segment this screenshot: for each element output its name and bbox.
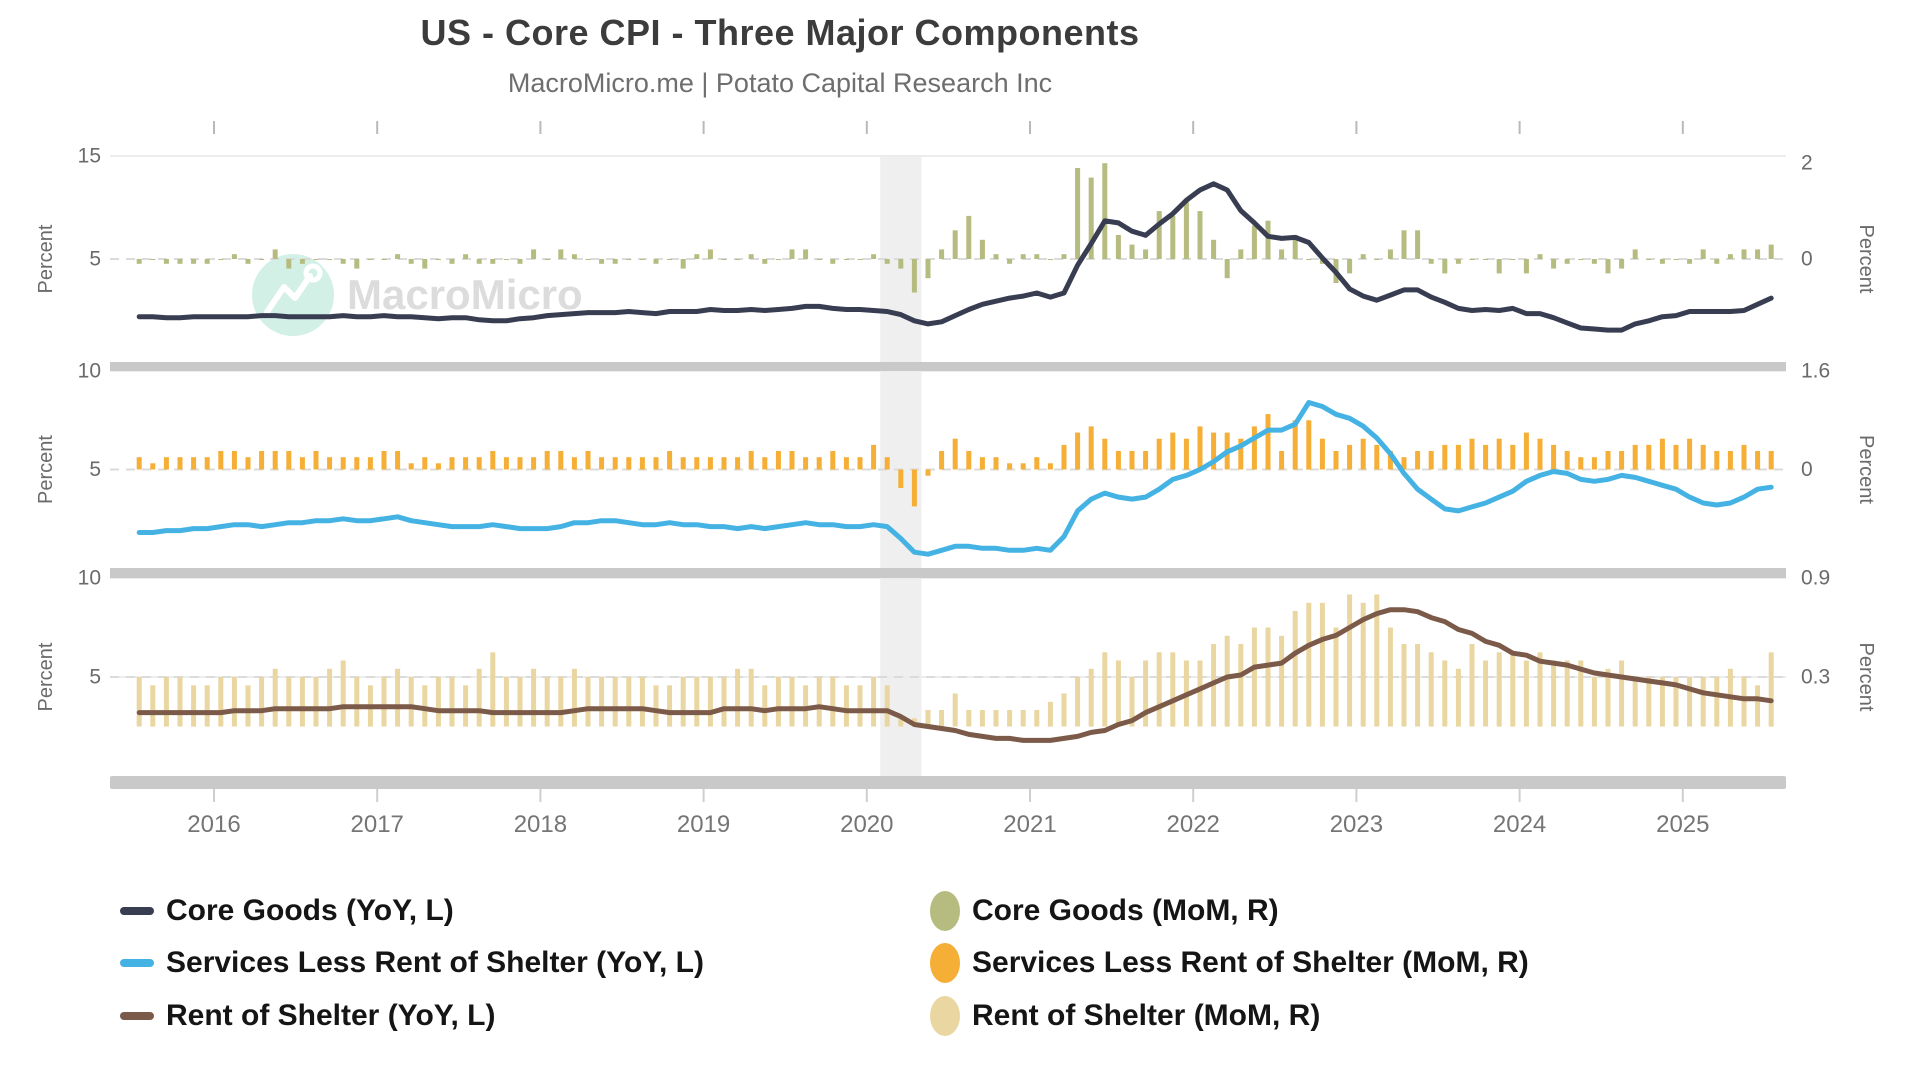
svg-text:2021: 2021 <box>1003 811 1056 838</box>
rent-dot-swatch <box>930 996 960 1036</box>
panel-3-line <box>136 607 1774 743</box>
panel-2-line <box>136 400 1774 557</box>
svg-text:0.3: 0.3 <box>1801 666 1830 689</box>
svg-text:0.9: 0.9 <box>1801 567 1830 590</box>
svg-text:Percent: Percent <box>1855 435 1877 504</box>
svg-text:2016: 2016 <box>187 811 240 838</box>
legend-label: Core Goods (MoM, R) <box>972 894 1279 927</box>
svg-text:MacroMicro: MacroMicro <box>347 271 583 318</box>
legend-item-services-yoy[interactable]: Services Less Rent of Shelter (YoY, L) <box>120 941 704 985</box>
svg-text:2023: 2023 <box>1330 811 1383 838</box>
chart-subtitle: MacroMicro.me | Potato Capital Research … <box>507 68 1053 98</box>
core-goods-dot-swatch <box>930 891 960 931</box>
panel-divider-2 <box>110 568 1786 578</box>
legend-label: Rent of Shelter (YoY, L) <box>166 999 496 1032</box>
svg-text:2018: 2018 <box>514 811 567 838</box>
svg-text:15: 15 <box>78 145 101 168</box>
panel-2-bars <box>136 414 1774 507</box>
svg-text:Percent: Percent <box>35 642 57 711</box>
legend-item-core-goods-yoy[interactable]: Core Goods (YoY, L) <box>120 889 454 933</box>
services-dot-swatch <box>930 943 960 983</box>
legend-label: Services Less Rent of Shelter (YoY, L) <box>166 946 704 979</box>
chart-title: US - Core CPI - Three Major Components <box>420 12 1140 53</box>
legend-item-core-goods-mom[interactable]: Core Goods (MoM, R) <box>930 889 1279 933</box>
svg-text:1.6: 1.6 <box>1801 360 1830 383</box>
legend-label: Core Goods (YoY, L) <box>166 894 454 927</box>
legend-label: Rent of Shelter (MoM, R) <box>972 999 1321 1032</box>
chart-header: US - Core CPI - Three Major Components M… <box>0 12 1560 99</box>
svg-text:2: 2 <box>1801 152 1813 175</box>
svg-text:Percent: Percent <box>35 224 57 293</box>
svg-text:5: 5 <box>89 666 101 689</box>
svg-text:10: 10 <box>78 360 101 383</box>
core-goods-line-swatch <box>120 907 154 915</box>
svg-text:2024: 2024 <box>1493 811 1546 838</box>
svg-text:2019: 2019 <box>677 811 730 838</box>
bottom-scrollbar[interactable] <box>110 776 1786 789</box>
svg-text:Percent: Percent <box>1855 225 1877 294</box>
svg-text:2020: 2020 <box>840 811 893 838</box>
legend-item-rent-mom[interactable]: Rent of Shelter (MoM, R) <box>930 994 1320 1038</box>
svg-text:5: 5 <box>89 248 101 271</box>
svg-text:Percent: Percent <box>35 435 57 504</box>
legend-item-services-mom[interactable]: Services Less Rent of Shelter (MoM, R) <box>930 941 1529 985</box>
svg-text:0: 0 <box>1801 458 1813 481</box>
panel-3-bars <box>136 594 1774 727</box>
svg-text:2022: 2022 <box>1167 811 1220 838</box>
panel-1-line <box>136 181 1774 333</box>
legend-item-rent-yoy[interactable]: Rent of Shelter (YoY, L) <box>120 994 495 1038</box>
svg-text:2017: 2017 <box>351 811 404 838</box>
watermark: MacroMicro <box>252 254 583 336</box>
panel-1-bars <box>136 163 1774 293</box>
legend-label: Services Less Rent of Shelter (MoM, R) <box>972 946 1529 979</box>
svg-text:10: 10 <box>78 567 101 590</box>
services-line-swatch <box>120 959 154 967</box>
svg-text:0: 0 <box>1801 248 1813 271</box>
svg-text:Percent: Percent <box>1855 643 1877 712</box>
svg-text:2025: 2025 <box>1656 811 1709 838</box>
panel-divider-1 <box>110 362 1786 371</box>
chart-area[interactable]: MacroMicro 15 5 2 0 Percent Percent 10 5 1.6 0 Perc… <box>0 0 1920 860</box>
svg-text:5: 5 <box>89 458 101 481</box>
cpi-three-panel-chart[interactable]: MacroMicro 15 5 2 0 Percent Percent 10 5 1.6 0 Perc… <box>0 0 1920 860</box>
rent-line-swatch <box>120 1012 154 1020</box>
